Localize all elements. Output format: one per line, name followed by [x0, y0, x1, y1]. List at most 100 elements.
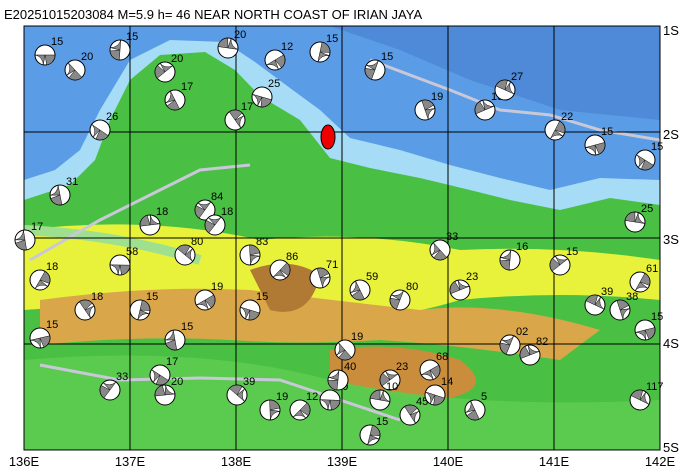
beachball: 38: [609, 291, 638, 321]
event-depth: 17: [241, 101, 253, 113]
beachball: 25: [251, 78, 280, 108]
beachball: 10: [369, 381, 398, 411]
beachball: 33: [99, 371, 128, 401]
beachball: 25: [624, 203, 653, 233]
beachball: 71: [309, 259, 338, 289]
lat-label: 1S: [663, 23, 679, 38]
beachball-quadrant: [292, 402, 311, 419]
event-depth: 15: [126, 31, 138, 43]
beachball-quadrant: [14, 230, 27, 251]
beachball-quadrant: [240, 306, 260, 321]
event-depth: 15: [566, 246, 578, 258]
event-depth: 15: [146, 291, 158, 303]
beachball: 27: [494, 71, 523, 101]
event-depth: 23: [396, 361, 408, 373]
event-depth: 20: [171, 53, 183, 65]
event-depth: 27: [511, 71, 523, 83]
beachball-quadrant: [364, 60, 379, 80]
beachball: 68: [419, 351, 448, 381]
event-depth: 33: [446, 231, 458, 243]
beachball-quadrant: [317, 41, 331, 62]
beachball: 18: [204, 206, 233, 236]
beachball-quadrant: [624, 211, 645, 224]
beachball: 20: [154, 376, 183, 406]
event-depth: 10: [386, 381, 398, 393]
event-depth: 25: [641, 203, 653, 215]
event-depth: 45: [416, 396, 428, 408]
beachball-quadrant: [228, 109, 245, 129]
beachball-quadrant: [249, 244, 261, 266]
beachball: 15: [474, 91, 503, 121]
beachball: 23: [379, 361, 408, 391]
beachball: 20: [154, 53, 183, 83]
event-depth: 17: [31, 221, 43, 233]
events: 15 20 15 20 20 17 15 12 25 17 15 15 27 19 22 15 15 31 84 18…: [14, 29, 664, 446]
beachball-quadrant: [549, 256, 569, 272]
beachball: 17: [224, 101, 253, 131]
beachball: 20: [217, 29, 246, 59]
event-depth: 83: [256, 236, 268, 248]
event-depth: 84: [211, 191, 223, 203]
lat-label: 2S: [663, 127, 679, 142]
beachball: 86: [269, 251, 298, 281]
event-depth: 16: [516, 241, 528, 253]
beachball: 26: [89, 111, 118, 141]
event-depth: 39: [243, 376, 255, 388]
event-depth: 5: [481, 391, 487, 403]
event-depth: 15: [601, 126, 613, 138]
beachball: 18: [139, 206, 168, 236]
event-depth: 18: [46, 261, 58, 273]
beachball-quadrant: [154, 63, 173, 79]
event-depth: 117: [646, 381, 664, 393]
event-depth: 80: [406, 281, 418, 293]
event-depth: 22: [561, 111, 573, 123]
beachball: 82: [519, 336, 548, 366]
event-depth: 86: [286, 251, 298, 263]
lat-label: 5S: [663, 440, 679, 455]
beachball: 83: [239, 236, 268, 266]
event-depth: 17: [166, 356, 178, 368]
beachball-quadrant: [272, 262, 291, 279]
beachball-quadrant: [217, 37, 238, 50]
beachball-quadrant: [369, 389, 390, 402]
beachball-quadrant: [34, 54, 56, 66]
beachball-quadrant: [154, 384, 175, 397]
beachball: 17: [164, 81, 193, 111]
beachball-quadrant: [449, 280, 470, 295]
beachball: 15: [584, 126, 613, 156]
beachball-quadrant: [194, 201, 212, 219]
beachball-quadrant: [176, 244, 193, 262]
beachball: 14: [424, 376, 453, 406]
beachball: 15: [164, 321, 193, 351]
beachball-quadrant: [495, 79, 515, 95]
beachball: 19: [414, 91, 443, 121]
beachball: 61: [629, 263, 658, 293]
event-depth: 25: [268, 78, 280, 90]
event-depth: 33: [116, 371, 128, 383]
beachball-quadrant: [474, 100, 495, 115]
beachball-quadrant: [499, 335, 514, 355]
beachball-quadrant: [316, 267, 331, 288]
beachball-quadrant: [404, 404, 420, 424]
beachball: 15: [309, 33, 338, 63]
event-depth: 15: [46, 319, 58, 331]
lat-label: 3S: [663, 232, 679, 247]
lat-label: 4S: [663, 336, 679, 351]
event-depth: 59: [366, 271, 378, 283]
beachball-quadrant: [204, 216, 222, 234]
event-depth: 15: [51, 36, 63, 48]
beachball-quadrant: [336, 342, 352, 361]
beachball-quadrant: [327, 369, 340, 391]
beachball: 15: [239, 291, 268, 321]
beachball-quadrant: [139, 214, 160, 227]
beachball-quadrant: [431, 242, 448, 261]
beachball-quadrant: [79, 299, 95, 319]
beachball-quadrant: [367, 424, 381, 445]
event-depth: 19: [431, 91, 443, 103]
event-depth: 15: [181, 321, 193, 333]
lon-label: 140E: [433, 454, 464, 469]
beachball-quadrant: [636, 154, 654, 171]
event-depth: 15: [651, 311, 663, 323]
beachball: 15: [29, 319, 58, 349]
